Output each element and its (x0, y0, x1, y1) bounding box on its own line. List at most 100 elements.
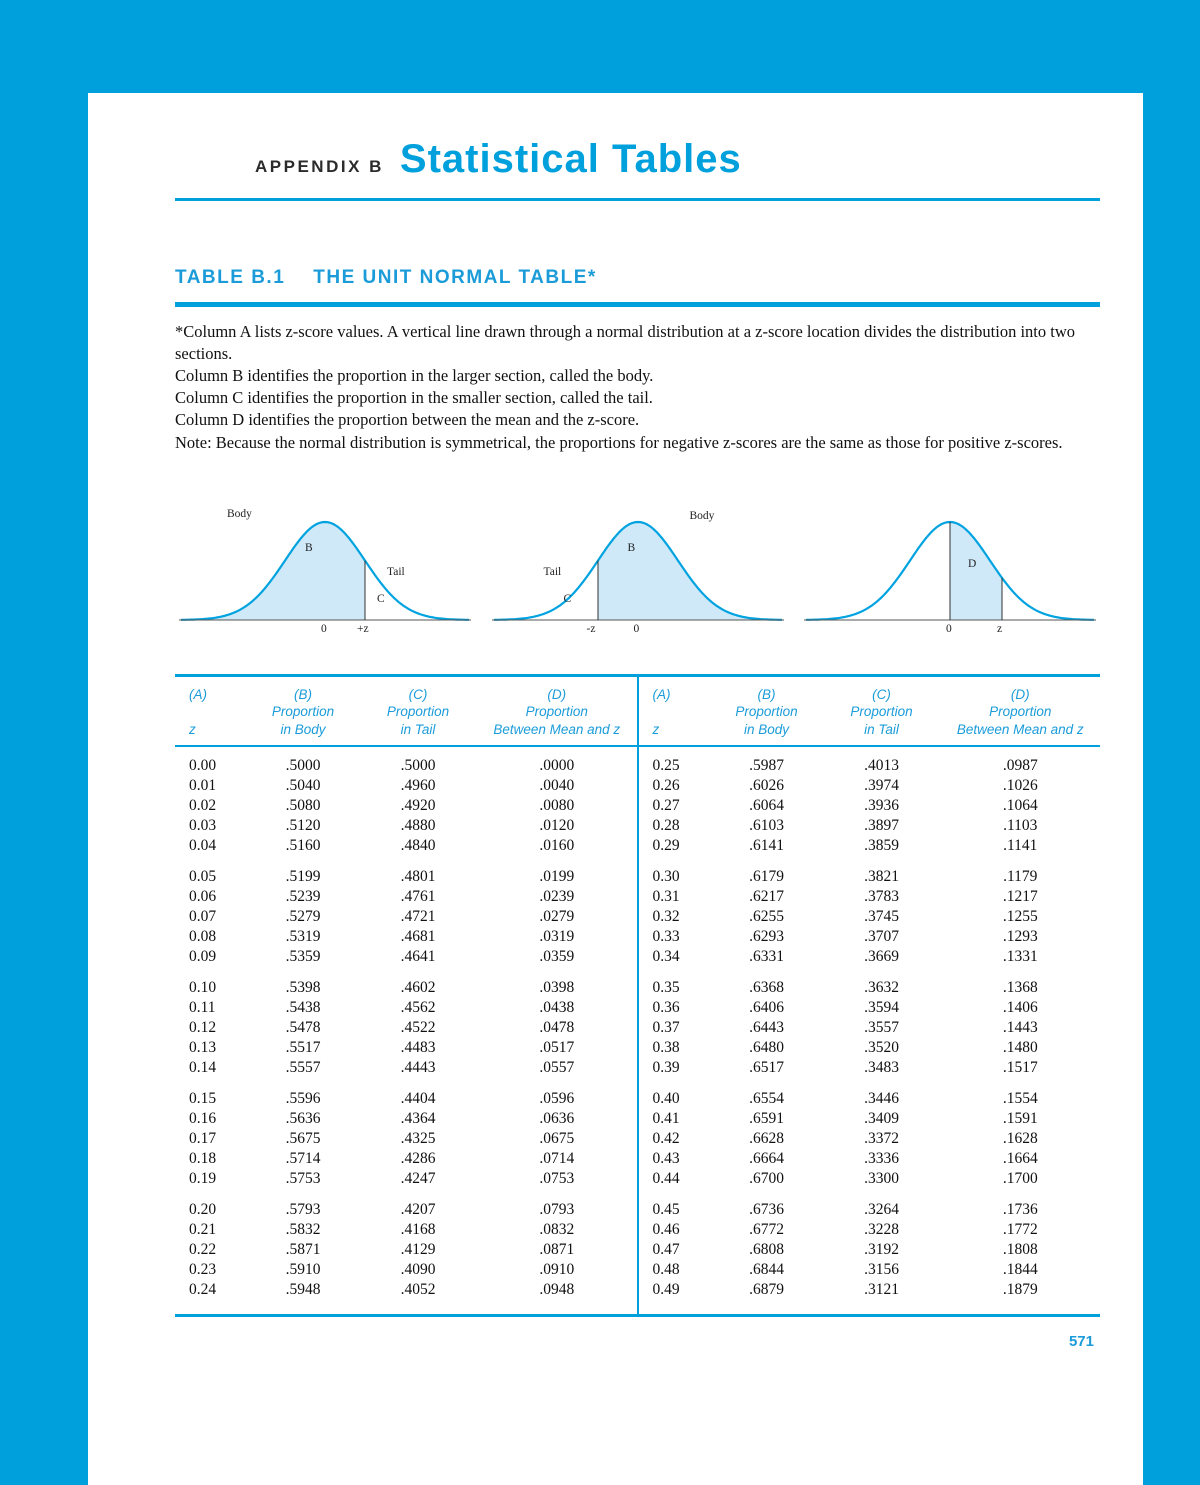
body-value: .5199 (285, 867, 321, 885)
column-header-b: (B) Proportion in Body (271, 686, 335, 737)
z-value: 0.45 (652, 1200, 680, 1218)
body-value: .5557 (285, 1058, 321, 1076)
tail-value: .3557 (864, 1018, 899, 1036)
table-row: 0.21 .5832 .4168 .0832 (175, 1220, 637, 1240)
between-value: .1179 (1003, 867, 1038, 885)
tail-value: .4013 (864, 756, 899, 774)
tail-value: .4602 (400, 978, 436, 996)
z-value: 0.37 (652, 1018, 680, 1036)
table-row: 0.39 .6517 .3483 .1517 (639, 1058, 1101, 1078)
body-label: Body (227, 507, 252, 520)
z-value: 0.05 (189, 867, 217, 885)
tail-value: .4562 (400, 998, 436, 1016)
between-value: .1293 (1002, 927, 1038, 945)
table-row: 0.32 .6255 .3745 .1255 (639, 907, 1101, 927)
table-row: 0.47 .6808 .3192 .1808 (639, 1240, 1101, 1260)
between-value: .1368 (1002, 978, 1038, 996)
table-footnotes: *Column A lists z-score values. A vertic… (175, 321, 1100, 454)
tail-label: Tail (387, 565, 405, 578)
z-value: 0.22 (189, 1240, 217, 1258)
z-value: 0.10 (189, 978, 217, 996)
footnote-column-d: Column D identifies the proportion betwe… (175, 410, 640, 430)
body-value: .6591 (749, 1109, 784, 1127)
between-value: .0279 (539, 907, 575, 925)
z-value: 0.07 (189, 907, 217, 925)
axis-zero-label: 0 (633, 622, 640, 635)
chapter-title-row: APPENDIX B Statistical Tables (255, 137, 1100, 182)
table-row: 0.24 .5948 .4052 .0948 (175, 1280, 637, 1300)
body-value: .5239 (285, 887, 321, 905)
between-value: .0478 (539, 1018, 575, 1036)
body-value: .6293 (749, 927, 784, 945)
column-header-c: (C) Proportion in Tail (850, 686, 913, 737)
tail-value: .3409 (864, 1109, 899, 1127)
tail-value: .4721 (400, 907, 436, 925)
table-row: 0.38 .6480 .3520 .1480 (639, 1038, 1101, 1058)
z-value: 0.41 (652, 1109, 680, 1127)
body-value: .6480 (749, 1038, 784, 1056)
between-value: .1331 (1002, 947, 1038, 965)
tail-value: .4880 (400, 816, 436, 834)
body-value: .5438 (285, 998, 321, 1016)
table-row: 0.19 .5753 .4247 .0753 (175, 1169, 637, 1189)
tail-value: .4325 (400, 1129, 436, 1147)
column-header-a: (A) z (652, 686, 671, 737)
footnote-column-b: Column B identifies the proportion in th… (175, 366, 654, 386)
between-value: .0871 (539, 1240, 575, 1258)
between-value: .1772 (1002, 1220, 1038, 1238)
between-value: .1443 (1002, 1018, 1038, 1036)
table-right-half: (A) z (B) Proportion in Body (C) Proport… (638, 677, 1101, 1314)
heading-rule (175, 302, 1100, 307)
body-value: .5910 (285, 1260, 321, 1278)
between-value: .0987 (1002, 756, 1038, 774)
z-value: 0.49 (652, 1280, 680, 1298)
body-value: .5714 (285, 1149, 321, 1167)
z-value: 0.20 (189, 1200, 217, 1218)
z-value: 0.31 (652, 887, 680, 905)
tail-value: .3336 (864, 1149, 899, 1167)
between-value: .0596 (539, 1089, 575, 1107)
tail-value: .4801 (400, 867, 436, 885)
table-row: 0.22 .5871 .4129 .0871 (175, 1240, 637, 1260)
tail-value: .3594 (864, 998, 899, 1016)
tail-value: .4364 (400, 1109, 436, 1127)
table-row: 0.13 .5517 .4483 .0517 (175, 1038, 637, 1058)
z-value: 0.09 (189, 947, 217, 965)
z-value: 0.43 (652, 1149, 680, 1167)
table-row: 0.30 .6179 .3821 .1179 (639, 867, 1101, 887)
table-row: 0.09 .5359 .4641 .0359 (175, 947, 637, 967)
z-value: 0.44 (652, 1169, 680, 1187)
table-row: 0.11 .5438 .4562 .0438 (175, 998, 637, 1018)
normal-curve-plot (804, 520, 1096, 621)
tail-value: .4641 (400, 947, 436, 965)
body-value: .6103 (749, 816, 784, 834)
table-row: 0.17 .5675 .4325 .0675 (175, 1129, 637, 1149)
body-value: .5753 (285, 1169, 321, 1187)
tail-value: .3821 (864, 867, 899, 885)
z-value: 0.25 (652, 756, 680, 774)
column-header-d: (D) Proportion Between Mean and z (956, 686, 1084, 737)
column-header-c: (C) Proportion in Tail (386, 686, 450, 737)
body-value: .6736 (749, 1200, 784, 1218)
body-value: .5398 (285, 978, 321, 996)
between-value: .0398 (539, 978, 575, 996)
tail-value: .3936 (864, 796, 899, 814)
figure-tail-left-body-right: Tail C B Body -z 0 (488, 480, 788, 644)
title-rule (175, 198, 1100, 201)
tail-value: .3520 (864, 1038, 899, 1056)
table-row: 0.45 .6736 .3264 .1736 (639, 1200, 1101, 1220)
body-value: .6368 (749, 978, 784, 996)
table-left-rows: 0.00.5000.5000.0000 0.01.5040.4960.0040 0.… (175, 747, 637, 1300)
tail-label: Tail (543, 565, 562, 578)
z-value: 0.32 (652, 907, 680, 925)
table-center-divider (636, 676, 639, 1314)
body-value: .5948 (285, 1280, 321, 1298)
tail-value: .3156 (864, 1260, 899, 1278)
body-value: .6331 (749, 947, 784, 965)
between-value: .1026 (1002, 776, 1038, 794)
between-value: .1591 (1002, 1109, 1038, 1127)
z-value: 0.24 (189, 1280, 217, 1298)
tail-value: .4090 (400, 1260, 436, 1278)
tail-value: .4168 (400, 1220, 436, 1238)
table-row: 0.42 .6628 .3372 .1628 (639, 1129, 1101, 1149)
